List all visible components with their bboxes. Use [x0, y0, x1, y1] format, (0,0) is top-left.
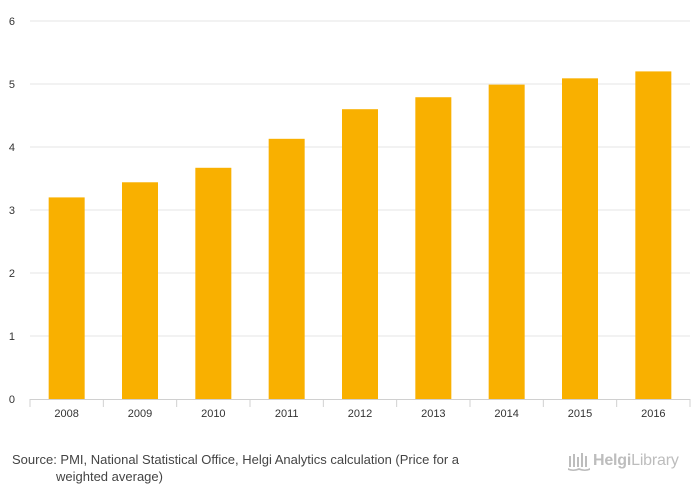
y-tick-label: 3 — [9, 205, 15, 217]
y-tick-label: 6 — [9, 16, 15, 28]
x-tick-label: 2010 — [201, 408, 225, 420]
x-tick-label: 2015 — [568, 408, 592, 420]
bar-chart: 0 1 2 3 4 5 6 2008 2009 2010 2011 2012 2013 2014 2015… — [9, 16, 691, 420]
y-tick-label: 0 — [9, 394, 15, 406]
helgi-library-logo: Helgi Library — [568, 450, 679, 472]
bar-2009[interactable] — [122, 182, 158, 399]
bar-2008[interactable] — [48, 197, 85, 399]
y-tick-label: 2 — [9, 268, 15, 280]
bar-2010[interactable] — [195, 167, 232, 399]
y-tick-label: 4 — [9, 142, 15, 154]
bar-series — [48, 71, 672, 400]
bar-2016[interactable] — [635, 71, 672, 400]
bar-2011[interactable] — [268, 138, 305, 399]
x-tick-label: 2013 — [421, 408, 445, 420]
bar-2015[interactable] — [562, 78, 598, 399]
x-tick-label: 2009 — [128, 408, 152, 420]
source-line-1: Source: PMI, National Statistical Office… — [12, 452, 460, 467]
source-line-2: weighted average) — [56, 469, 163, 484]
x-tick-label: 2016 — [641, 408, 665, 420]
helgi-library-logo-icon — [568, 453, 590, 471]
y-axis-tick-labels: 0 1 2 3 4 5 6 — [9, 16, 15, 406]
x-tick-label: 2014 — [494, 408, 518, 420]
bar-2014[interactable] — [488, 84, 525, 399]
y-tick-label: 1 — [9, 331, 15, 343]
logo-brand-text: Helgi — [593, 452, 632, 469]
bar-2013[interactable] — [415, 97, 452, 399]
y-tick-label: 5 — [9, 79, 15, 91]
source-note: Source: PMI, National Statistical Office… — [12, 451, 532, 485]
x-tick-label: 2012 — [348, 408, 372, 420]
x-axis — [29, 399, 691, 407]
x-axis-tick-labels: 2008 2009 2010 2011 2012 2013 2014 2015 2016 — [54, 408, 665, 420]
bar-2012[interactable] — [342, 109, 378, 399]
x-tick-label: 2008 — [54, 408, 78, 420]
logo-library-text: Library — [631, 452, 679, 469]
x-tick-label: 2011 — [275, 408, 299, 420]
